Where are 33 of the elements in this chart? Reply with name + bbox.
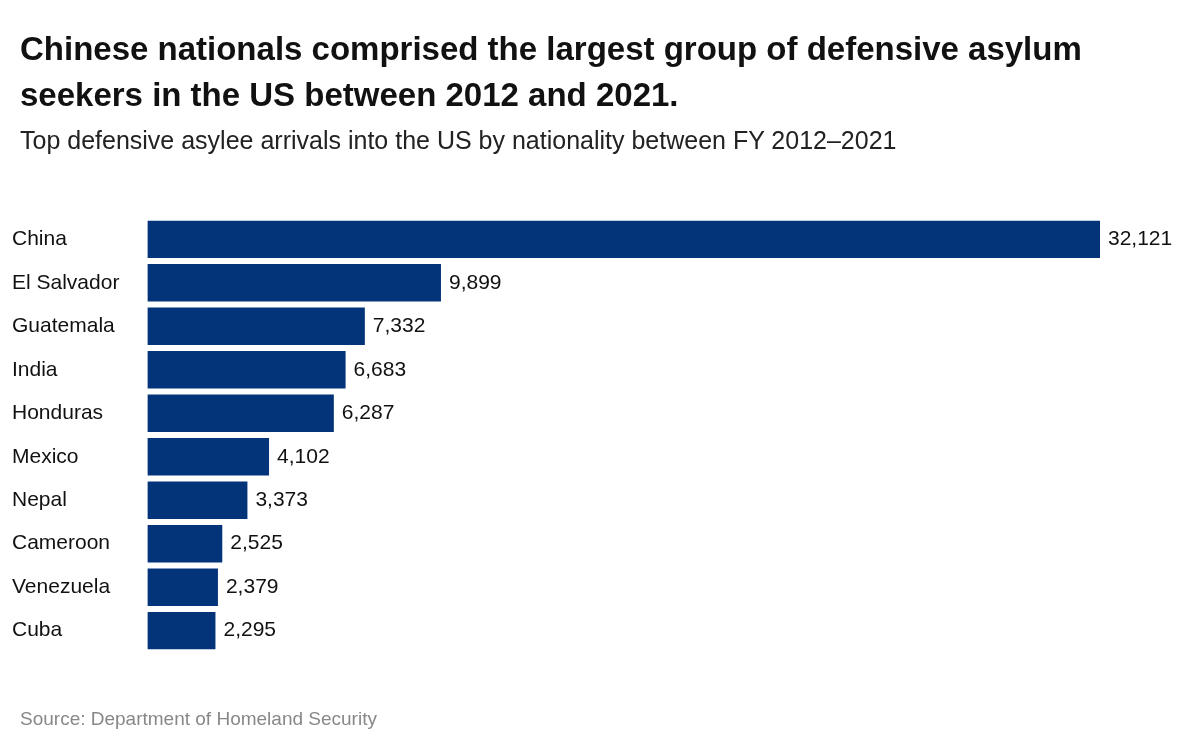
data-label: 2,525 <box>230 530 283 554</box>
bar <box>147 351 346 389</box>
bar <box>147 568 218 606</box>
y-tick-label: Cameroon <box>12 530 111 554</box>
y-tick-label: Nepal <box>12 487 67 511</box>
y-tick-label: India <box>12 356 58 380</box>
chart-title: Chinese nationals comprised the largest group of defensive asylum seekers in the US between 2012 and 2021. <box>20 29 1083 115</box>
bar <box>147 525 223 563</box>
y-tick-label: China <box>12 226 68 250</box>
data-label: 6,287 <box>341 400 395 424</box>
source-note: Source: Department of Homeland Security <box>20 708 377 730</box>
chart-subtitle: Top defensive asylee arrivals into the US by nationality between FY 2012–2021 <box>20 126 897 155</box>
bar <box>147 220 1100 259</box>
bar <box>147 307 365 345</box>
data-label: 2,379 <box>225 573 279 597</box>
bar <box>147 438 270 476</box>
y-tick-label: Venezuela <box>12 573 111 597</box>
data-label: 6,683 <box>353 356 407 380</box>
data-label: 2,295 <box>223 617 277 641</box>
data-label: 32,121 <box>1108 226 1173 250</box>
data-label: 3,373 <box>255 487 308 511</box>
data-label: 9,899 <box>448 269 502 293</box>
y-tick-label: Honduras <box>12 400 104 424</box>
bar <box>147 264 441 302</box>
y-tick-label: Cuba <box>12 617 63 641</box>
y-tick-label: Guatemala <box>12 313 116 337</box>
bar <box>147 611 216 650</box>
data-label: 7,332 <box>372 313 426 337</box>
y-tick-label: El Salvador <box>12 269 120 293</box>
data-label: 4,102 <box>277 443 330 467</box>
bar <box>147 481 248 519</box>
y-tick-label: Mexico <box>12 443 79 467</box>
bar <box>147 394 334 432</box>
